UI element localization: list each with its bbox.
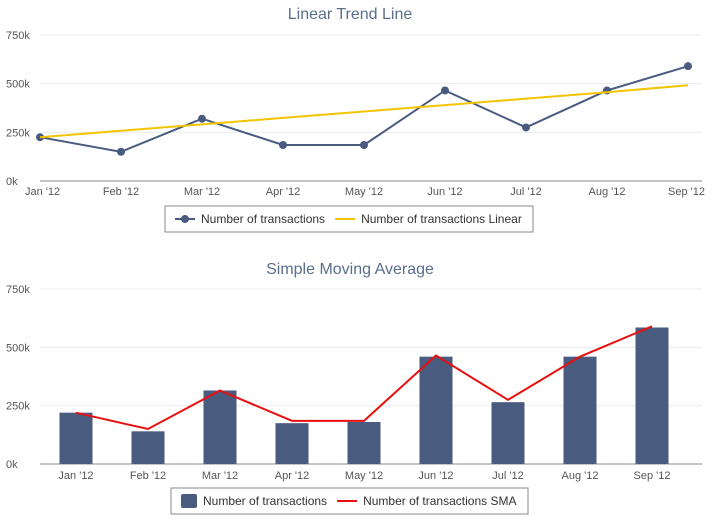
x-tick-label: Sep '12 [634,470,671,482]
chart-1: Linear Trend Line 0k 250k 500k 750k Jan '12 Fe… [6,6,705,233]
y-tick-label: 750k [6,30,30,42]
x-tick-label: Aug '12 [562,470,599,482]
y-tick-label: 0k [6,176,18,188]
chart-2: Simple Moving Average 0k 250k 500k 750k Jan '… [6,261,702,515]
legend-item[interactable]: Number of transactions Linear [335,212,522,226]
x-tick-label: Jul '12 [492,470,523,482]
bar[interactable] [491,402,525,464]
data-point[interactable] [279,140,287,149]
x-tick-label: Aug '12 [589,186,626,198]
bar[interactable] [203,390,237,465]
series-line [39,84,689,139]
x-tick-label: Mar '12 [184,186,220,198]
bar[interactable] [59,412,93,464]
series-line [39,65,689,153]
chart-title: Linear Trend Line [288,6,413,23]
data-point[interactable] [360,140,368,149]
legend-item[interactable]: Number of transactions SMA [337,494,516,508]
bar[interactable] [635,327,669,465]
series-line [75,325,653,431]
data-point[interactable] [441,86,449,95]
bar[interactable] [131,431,165,464]
bar[interactable] [275,423,309,464]
legend-label: Number of transactions Linear [361,212,522,226]
x-tick-label: Sep '12 [668,186,705,198]
data-point[interactable] [117,147,125,156]
chart-title: Simple Moving Average [266,261,434,278]
legend-label: Number of transactions [203,494,327,508]
legend-label: Number of transactions SMA [363,494,516,508]
x-tick-label: Jan '12 [58,470,93,482]
y-tick-label: 750k [6,284,30,296]
y-tick-label: 250k [6,401,30,413]
x-tick-label: Apr '12 [266,186,301,198]
y-tick-label: 250k [6,127,30,139]
data-point[interactable] [684,62,692,71]
bar[interactable] [563,356,597,464]
bar[interactable] [419,356,453,464]
x-tick-label: Jan '12 [25,186,60,198]
y-tick-label: 0k [6,459,18,471]
x-tick-label: May '12 [345,470,383,482]
y-tick-label: 500k [6,342,30,354]
bar[interactable] [347,422,381,464]
legend-marker-icon [181,215,189,223]
legend-item[interactable]: Number of transactions [181,494,327,508]
x-tick-label: May '12 [345,186,383,198]
x-tick-label: Feb '12 [103,186,139,198]
x-tick-label: Jul '12 [510,186,541,198]
data-point[interactable] [198,114,206,123]
x-tick-label: Jun '12 [418,470,453,482]
legend: Number of transactions Number of transact… [170,487,529,515]
legend-item[interactable]: Number of transactions [175,212,325,226]
y-tick-label: 500k [6,79,30,91]
legend: Number of transactions Number of transact… [164,205,534,233]
legend-swatch-icon [181,494,197,508]
data-point[interactable] [522,123,530,132]
x-tick-label: Jun '12 [427,186,462,198]
x-tick-label: Feb '12 [130,470,166,482]
legend-label: Number of transactions [201,212,325,226]
x-tick-label: Apr '12 [275,470,310,482]
x-tick-label: Mar '12 [202,470,238,482]
